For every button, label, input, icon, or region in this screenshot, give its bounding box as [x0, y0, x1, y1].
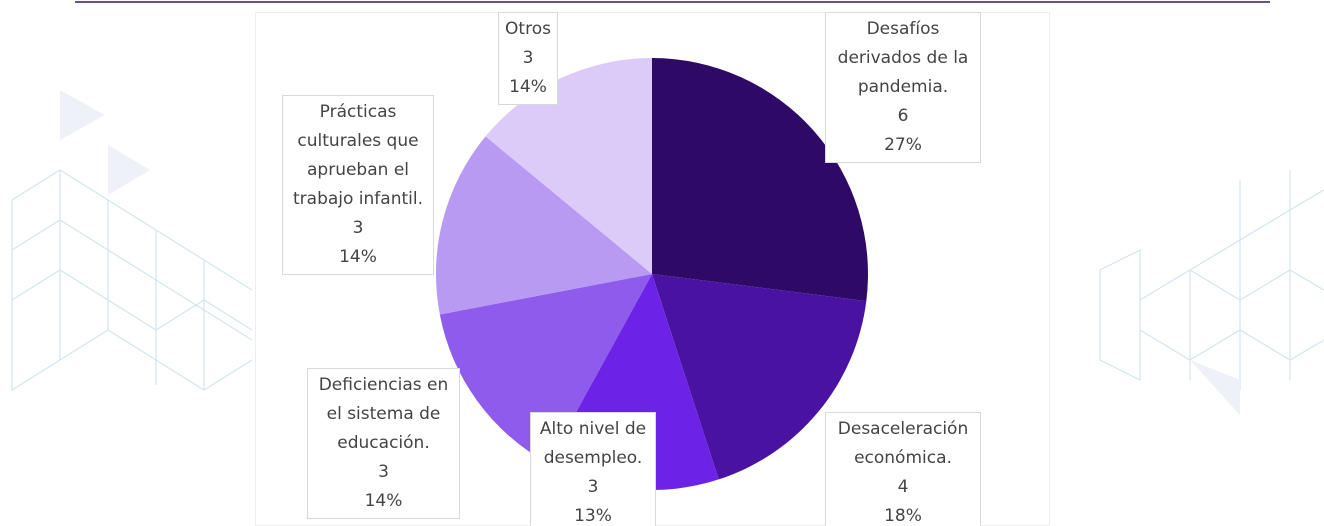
pie-slice: [436, 136, 652, 315]
count-label: 3: [378, 462, 389, 482]
count-label: 3: [352, 218, 364, 238]
category-label: Otros: [505, 19, 551, 39]
count-label: 3: [587, 477, 599, 497]
slice-label: Prácticas culturales que aprueban el tra…: [282, 95, 434, 275]
category-label: Prácticas culturales que aprueban el tra…: [293, 102, 423, 209]
slice-label: Desaceleración económica. 4 18%: [825, 412, 981, 526]
percent-label: 14%: [509, 77, 547, 97]
count-label: 6: [897, 106, 909, 126]
category-label: Desaceleración económica.: [837, 419, 969, 468]
pie-slice: [652, 274, 867, 480]
slice-label: Otros 3 14%: [498, 12, 558, 105]
pie-slice: [652, 58, 868, 302]
category-label: Alto nivel de desempleo.: [539, 419, 647, 468]
slice-label: Deficiencias en el sistema de educación.…: [307, 368, 460, 519]
percent-label: 27%: [884, 135, 922, 155]
pie-slice: [485, 58, 652, 274]
percent-label: 14%: [339, 247, 377, 267]
category-label: Deficiencias en el sistema de educación.: [318, 375, 449, 453]
pie-slice: [439, 274, 652, 464]
count-label: 3: [522, 48, 534, 68]
percent-label: 18%: [884, 506, 922, 526]
slice-label: Alto nivel de desempleo. 3 13%: [530, 412, 656, 526]
count-label: 4: [897, 477, 909, 497]
percent-label: 13%: [574, 506, 612, 526]
percent-label: 14%: [364, 491, 403, 511]
slice-label: Desafíos derivados de la pandemia. 6 27%: [825, 12, 981, 163]
category-label: Desafíos derivados de la pandemia.: [837, 19, 969, 97]
